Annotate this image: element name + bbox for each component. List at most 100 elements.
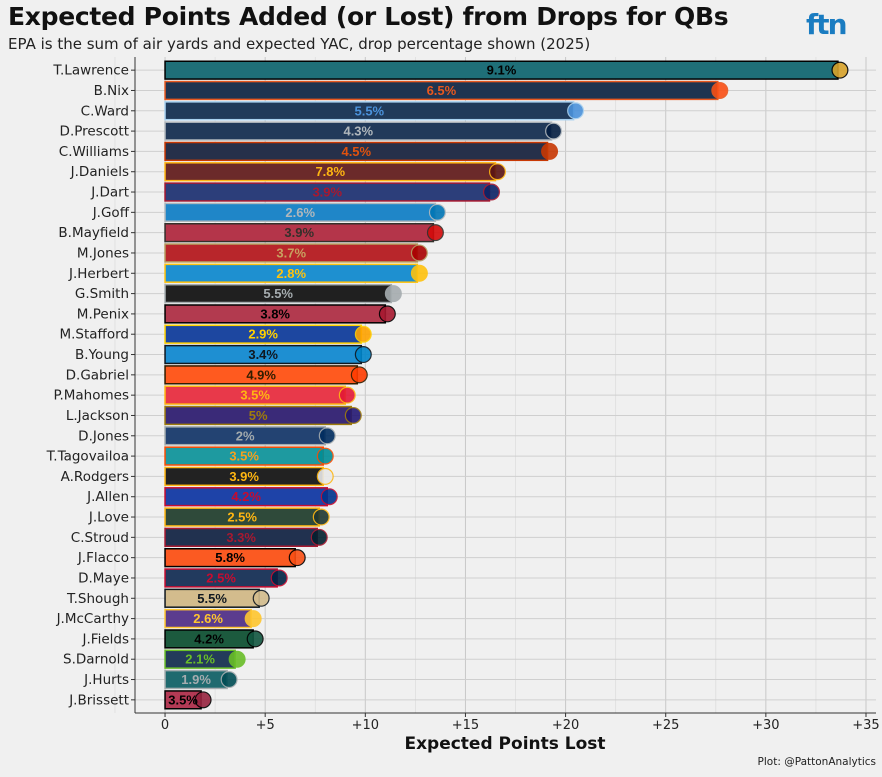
team-logo-icon [354,325,372,343]
y-tick-label: C.Ward [81,103,129,119]
drop-percentage-label: 5.5% [197,591,227,606]
drop-percentage-label: 9.1% [487,63,517,78]
ftn-logo: ftn [806,8,847,41]
team-logo-icon [312,508,330,526]
y-tick-label: J.McCarthy [56,611,129,627]
y-tick-label: J.Brissett [68,692,129,708]
x-tick-label: 0 [161,718,169,733]
y-tick-label: B.Mayfield [58,225,129,241]
drop-percentage-label: 3.4% [248,347,278,362]
team-logo-icon [488,163,506,181]
chart-subtitle: EPA is the sum of air yards and expected… [8,35,591,53]
drop-percentage-label: 3.5% [229,449,259,464]
team-logo-icon [410,264,428,282]
team-logo-icon [310,528,328,546]
drop-percentage-label: 2% [236,428,255,443]
drop-percentage-label: 4.2% [231,489,261,504]
drop-percentage-label: 7.8% [315,164,345,179]
y-tick-label: J.Love [88,510,129,526]
y-tick-label: M.Jones [77,245,129,261]
drop-percentage-label: 4.3% [343,124,373,139]
drop-percentage-label: 2.6% [193,611,223,626]
x-axis-title: Expected Points Lost [404,734,605,754]
y-tick-label: D.Maye [78,570,129,586]
y-tick-label: T.Shough [66,591,129,607]
team-logo-icon [384,285,402,303]
x-tick-label: +30 [752,718,779,733]
y-tick-label: A.Rodgers [61,469,129,485]
drop-percentage-label: 5% [249,408,268,423]
y-tick-label: C.Williams [59,144,129,160]
drop-percentage-label: 2.9% [248,327,278,342]
drop-percentage-label: 3.9% [312,185,342,200]
drop-percentage-label: 2.5% [206,570,236,585]
team-logo-icon [288,549,306,567]
x-tick-label: +10 [352,718,379,733]
team-logo-icon [354,346,372,364]
drop-percentage-label: 2.1% [185,652,215,667]
y-tick-label: G.Smith [75,286,129,302]
y-tick-label: J.Daniels [70,164,129,180]
drop-percentage-label: 3.5% [168,692,198,707]
y-tick-label: C.Stroud [71,530,129,546]
y-tick-label: P.Mahomes [53,388,129,404]
y-tick-label: M.Penix [77,306,129,322]
drop-percentage-label: 3.8% [260,306,290,321]
drop-percentage-label: 5.5% [354,103,384,118]
x-tick-label: +25 [652,718,679,733]
x-tick-label: +15 [452,718,479,733]
y-tick-label: D.Jones [78,428,129,444]
team-logo-icon [410,244,428,262]
y-tick-label: J.Fields [82,631,129,647]
drop-percentage-label: 5.8% [215,550,245,565]
team-logo-icon [220,671,238,689]
drop-percentage-label: 2.5% [227,510,257,525]
team-logo-icon [252,589,270,607]
team-logo-icon [541,142,559,160]
y-tick-label: J.Dart [90,185,129,201]
drop-percentage-label: 3.9% [229,469,259,484]
drop-percentage-label: 2.8% [276,266,306,281]
y-tick-label: T.Tagovailoa [46,449,129,465]
drop-percentage-label: 3.5% [240,388,270,403]
drop-percentage-label: 4.9% [246,367,276,382]
team-logo-icon [428,203,446,221]
team-logo-icon [244,610,262,628]
team-logo-icon [482,183,500,201]
drop-percentage-label: 4.2% [194,631,224,646]
team-logo-icon [318,427,336,445]
drop-percentage-label: 6.5% [427,83,457,98]
y-tick-label: L.Jackson [66,408,129,424]
y-tick-label: B.Young [75,347,129,363]
y-tick-label: B.Nix [94,83,129,99]
drop-percentage-label: 3.9% [284,225,314,240]
team-logo-icon [320,488,338,506]
drop-percentage-label: 1.9% [181,672,211,687]
team-logo-icon [228,650,246,668]
drop-percentage-label: 3.7% [276,245,306,260]
team-logo-icon [194,691,212,709]
team-logo-icon [316,447,334,465]
team-logo-icon [545,122,563,140]
team-logo-icon [316,467,334,485]
team-logo-icon [426,224,444,242]
y-tick-label: J.Hurts [83,672,129,688]
team-logo-icon [344,406,362,424]
y-tick-label: J.Herbert [68,266,129,282]
team-logo-icon [567,102,585,120]
y-tick-label: D.Prescott [60,124,129,140]
drop-percentage-label: 2.6% [285,205,315,220]
y-tick-label: J.Flacco [77,550,129,566]
team-logo-icon [338,386,356,404]
drop-percentage-label: 3.3% [226,530,256,545]
team-logo-icon [831,61,849,79]
y-tick-label: J.Goff [92,205,130,221]
y-tick-label: M.Stafford [59,327,129,343]
team-logo-icon [246,630,264,648]
x-tick-label: +5 [256,718,275,733]
plot-caption: Plot: @PattonAnalytics [757,756,876,768]
team-logo-icon [378,305,396,323]
y-tick-label: S.Darnold [63,652,129,668]
y-tick-label: T.Lawrence [52,63,129,79]
